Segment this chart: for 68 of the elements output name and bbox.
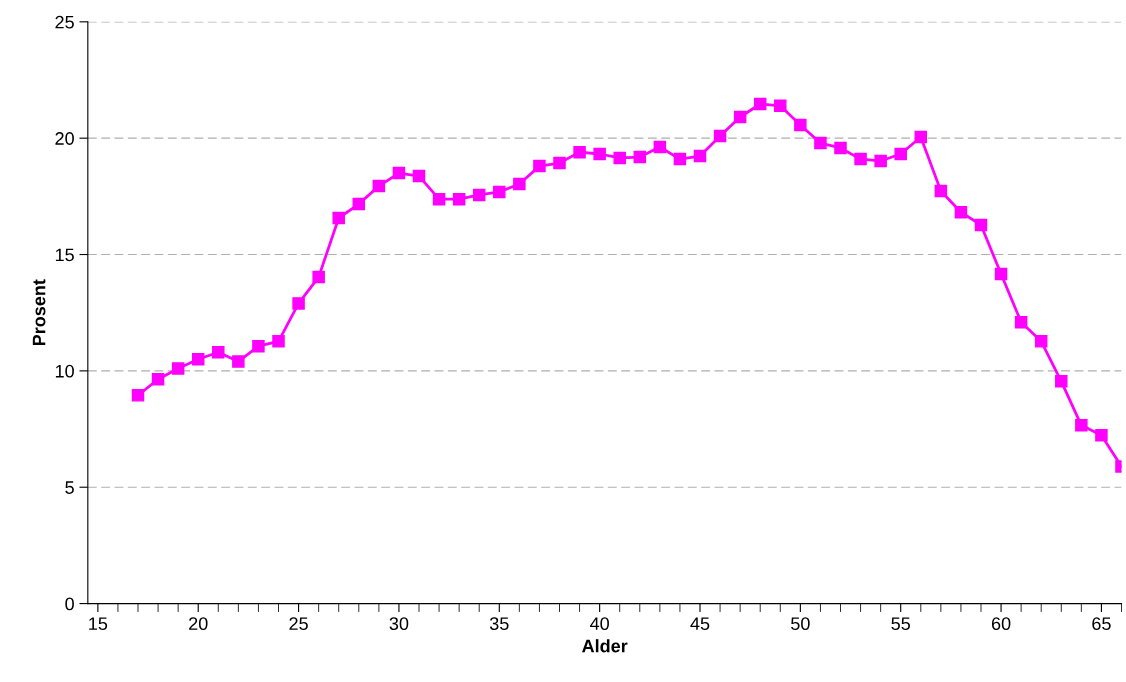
x-tick-label: 30	[389, 617, 409, 631]
point	[292, 297, 305, 310]
point	[934, 184, 948, 198]
y-axis-title: Prosent	[32, 279, 46, 346]
point	[894, 147, 907, 161]
y-tick-label: 20	[55, 132, 74, 145]
point	[232, 355, 245, 368]
point	[533, 159, 546, 173]
point	[212, 346, 225, 359]
x-tick-label: 35	[489, 617, 509, 631]
point	[272, 335, 285, 348]
x-tick-label: 50	[791, 617, 810, 631]
x-tick-label: 20	[189, 617, 208, 631]
point	[733, 110, 747, 124]
point	[994, 267, 1008, 281]
x-tick-label: 15	[89, 617, 108, 631]
point	[774, 99, 787, 113]
point	[693, 149, 707, 163]
point	[673, 152, 687, 166]
point	[834, 141, 847, 155]
point	[1034, 335, 1048, 348]
point	[493, 185, 506, 199]
point	[1095, 429, 1108, 442]
point	[974, 218, 988, 232]
y-tick-label: 5	[65, 481, 74, 494]
point	[613, 151, 626, 165]
point	[794, 118, 807, 132]
point	[252, 339, 265, 353]
x-tick-label: 40	[590, 617, 609, 631]
point	[452, 192, 466, 206]
point	[472, 188, 486, 202]
point	[312, 270, 325, 284]
point	[131, 389, 145, 402]
point	[954, 205, 968, 219]
point	[1075, 419, 1088, 432]
point	[914, 130, 928, 144]
point	[171, 362, 185, 375]
x-tick-label: 55	[891, 617, 910, 631]
point	[653, 140, 667, 154]
point	[412, 169, 426, 183]
x-tick-label: 45	[690, 617, 710, 631]
point	[1055, 375, 1068, 388]
point	[854, 152, 867, 166]
point	[593, 147, 606, 161]
point	[151, 372, 165, 386]
point	[432, 192, 446, 206]
point	[392, 166, 406, 180]
point	[352, 197, 366, 211]
y-tick-label: 0	[65, 597, 74, 611]
x-tick-label: 65	[1092, 617, 1111, 631]
point	[1014, 315, 1028, 329]
point	[513, 177, 526, 191]
y-tick-label: 15	[55, 248, 74, 262]
point	[553, 156, 566, 170]
point	[814, 136, 827, 150]
x-tick-label: 25	[289, 617, 308, 631]
point	[573, 145, 586, 159]
point	[713, 129, 727, 143]
point	[753, 97, 767, 111]
y-tick-label: 25	[55, 15, 74, 29]
point	[633, 150, 647, 164]
point	[874, 154, 887, 168]
x-tick-label: 60	[991, 617, 1011, 631]
point	[332, 211, 345, 225]
x-axis-title: Alder	[582, 639, 628, 653]
point	[191, 352, 205, 366]
y-tick-label: 10	[55, 364, 74, 378]
point	[372, 179, 386, 193]
